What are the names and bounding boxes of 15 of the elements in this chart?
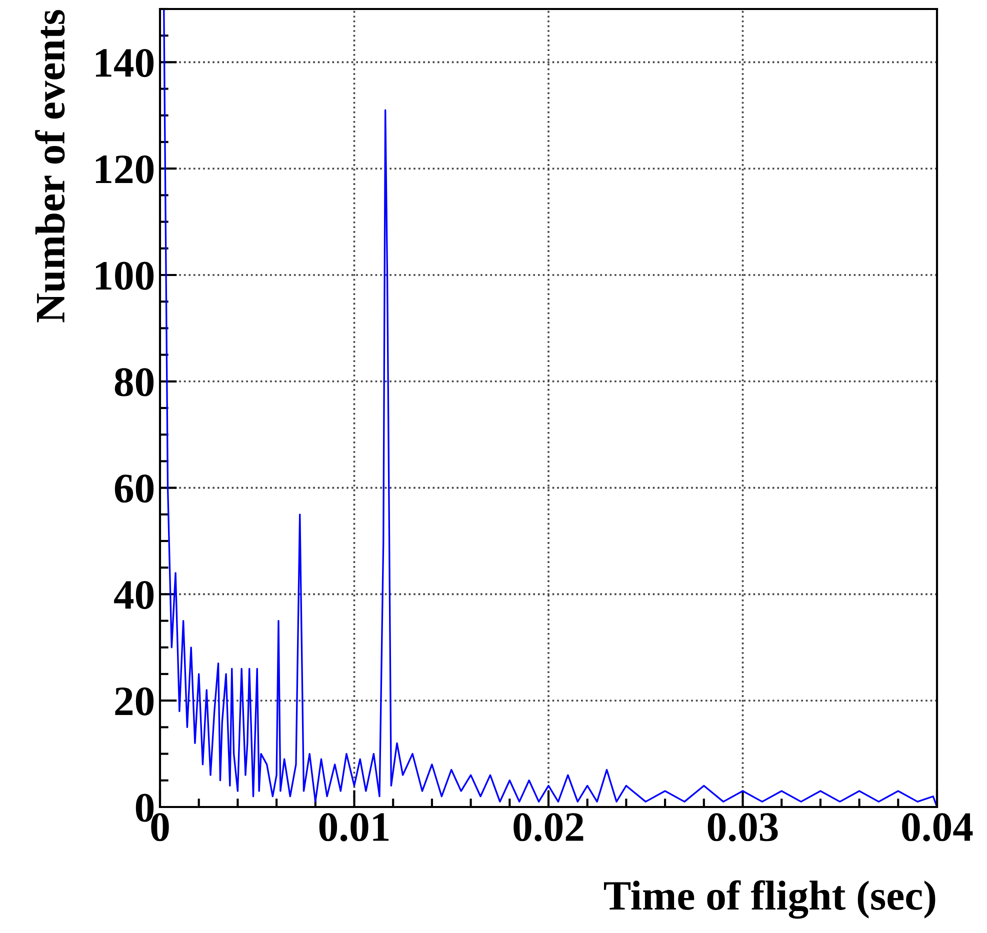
x-tick-label: 0.02 bbox=[514, 813, 584, 842]
x-tick-label: 0.01 bbox=[319, 813, 389, 842]
y-tick-label: 120 bbox=[96, 155, 154, 184]
y-tick-label: 60 bbox=[114, 474, 154, 503]
y-tick-label: 100 bbox=[96, 262, 154, 290]
y-tick-label: 40 bbox=[114, 580, 154, 610]
y-axis-title: Number of events bbox=[34, 10, 65, 322]
x-tick-label: 0.04 bbox=[902, 813, 973, 842]
y-tick-label: 0 bbox=[136, 794, 154, 822]
line-series bbox=[160, 9, 937, 807]
y-tick-label: 20 bbox=[115, 687, 154, 716]
x-axis-title: Time of flight (sec) bbox=[604, 880, 936, 919]
y-tick-label: 80 bbox=[114, 368, 154, 396]
y-tick-label: 140 bbox=[96, 48, 154, 78]
x-tick-label: 0.03 bbox=[708, 813, 778, 842]
